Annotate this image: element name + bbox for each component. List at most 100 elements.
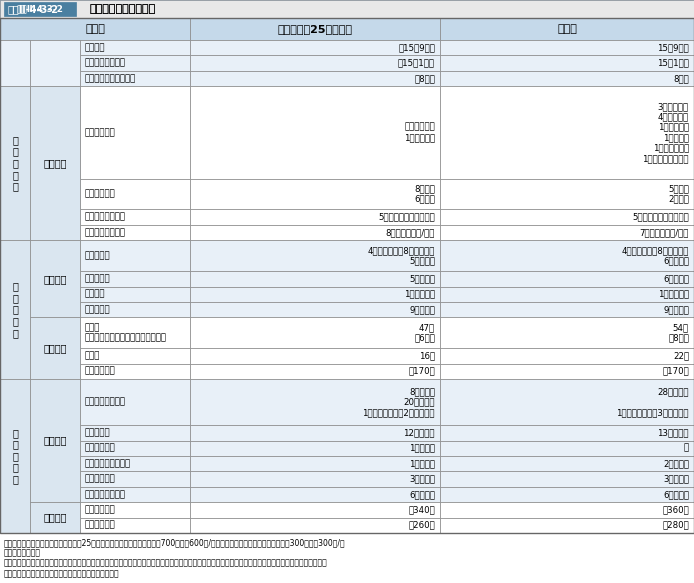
Bar	[190, 225, 440, 240]
Text: 地対艦誘導弾部隊: 地対艦誘導弾部隊	[85, 213, 126, 222]
Bar	[80, 425, 190, 441]
Bar	[440, 18, 694, 40]
Text: 1個掃海隊群: 1個掃海隊群	[404, 290, 435, 298]
Text: 4個護衛隊群（8個護衛隊）
6個護衛隊: 4個護衛隊群（8個護衛隊） 6個護衛隊	[622, 246, 689, 265]
Bar	[0, 18, 190, 40]
Bar	[190, 456, 440, 472]
Bar	[4, 2, 76, 16]
Text: 約360機: 約360機	[662, 505, 689, 514]
Bar	[190, 178, 440, 209]
Bar	[440, 456, 694, 472]
Bar	[190, 286, 440, 302]
Text: 将　来: 将 来	[557, 24, 577, 34]
Bar	[80, 518, 190, 533]
Bar	[80, 55, 190, 71]
Bar	[80, 487, 190, 502]
Bar	[80, 225, 190, 240]
Text: 約15万9千人: 約15万9千人	[398, 43, 435, 52]
Bar	[80, 286, 190, 302]
Bar	[80, 271, 190, 286]
Bar	[0, 86, 30, 240]
Bar	[190, 317, 440, 348]
Text: 9個航空隊: 9個航空隊	[409, 305, 435, 314]
Text: 約170機: 約170機	[408, 367, 435, 375]
Text: 1個掃海隊群: 1個掃海隊群	[658, 290, 689, 298]
Text: 12個飛行隊: 12個飛行隊	[403, 429, 435, 437]
Text: 13個飛行隊: 13個飛行隊	[657, 429, 689, 437]
Text: 潜水艦部隊: 潜水艦部隊	[85, 274, 110, 283]
Bar	[30, 40, 80, 86]
Bar	[0, 18, 694, 533]
Bar	[190, 18, 440, 40]
Text: 航空警戒管制部隊: 航空警戒管制部隊	[85, 398, 126, 406]
Bar	[190, 441, 440, 456]
Bar	[0, 0, 694, 18]
Text: 即応予備自衛官員数: 即応予備自衛官員数	[85, 74, 136, 83]
Bar	[190, 209, 440, 225]
Text: 1個飛行隊: 1個飛行隊	[409, 459, 435, 468]
Text: 地対空誘導弾部隊: 地対空誘導弾部隊	[85, 490, 126, 499]
Bar	[80, 86, 190, 178]
Text: 5個潜水隊: 5個潜水隊	[409, 274, 435, 283]
Bar	[190, 55, 440, 71]
Bar	[440, 240, 694, 271]
Text: 戦闘機部隊: 戦闘機部隊	[85, 429, 110, 437]
Text: 図表Ⅱ-4-3-2: 図表Ⅱ-4-3-2	[17, 5, 63, 13]
Text: 主要装備: 主要装備	[43, 343, 67, 353]
Bar	[440, 178, 694, 209]
Text: 15万9千人: 15万9千人	[657, 43, 689, 52]
Bar	[80, 502, 190, 518]
Bar	[190, 71, 440, 86]
Text: 15万1千人: 15万1千人	[657, 59, 689, 68]
Text: 主要装備: 主要装備	[43, 512, 67, 522]
Bar	[0, 379, 30, 533]
Text: 4個護衛隊群（8個護衛隊）
5個護衛隊: 4個護衛隊群（8個護衛隊） 5個護衛隊	[368, 246, 435, 265]
Text: 3個飛行隊: 3個飛行隊	[409, 475, 435, 483]
Bar	[4, 2, 76, 16]
Text: 6個潜水隊: 6個潜水隊	[663, 274, 689, 283]
Bar	[80, 240, 190, 271]
Text: 航空輸送部隊: 航空輸送部隊	[85, 475, 116, 483]
Bar	[80, 441, 190, 456]
Text: 作戦用航空機: 作戦用航空機	[85, 505, 116, 514]
Bar	[190, 379, 440, 425]
Bar	[190, 348, 440, 364]
Bar	[440, 379, 694, 425]
Text: 護衛艦部隊: 護衛艦部隊	[85, 251, 110, 260]
Text: 地対空誘導弾部隊: 地対空誘導弾部隊	[85, 228, 126, 237]
Bar	[0, 240, 30, 379]
Bar	[440, 472, 694, 487]
Text: 陸
上
自
衛
隊: 陸 上 自 衛 隊	[12, 135, 18, 191]
Text: 約170機: 約170機	[662, 367, 689, 375]
Text: 9個航空隊: 9個航空隊	[663, 305, 689, 314]
Text: 約280機: 約280機	[662, 521, 689, 530]
Bar	[80, 209, 190, 225]
Text: 約15万1千人: 約15万1千人	[398, 59, 435, 68]
Bar	[80, 456, 190, 472]
Bar	[440, 317, 694, 348]
Bar	[440, 364, 694, 379]
Text: 掃海部隊: 掃海部隊	[85, 290, 105, 298]
Text: 5個地対艦ミサイル連隊: 5個地対艦ミサイル連隊	[378, 213, 435, 222]
Text: 常備自衛官定員: 常備自衛官定員	[85, 59, 126, 68]
Bar	[190, 472, 440, 487]
Bar	[440, 425, 694, 441]
Bar	[80, 71, 190, 86]
Text: 6個高射群: 6個高射群	[409, 490, 435, 499]
Bar	[440, 348, 694, 364]
Text: 2個飛行隊: 2個飛行隊	[663, 459, 689, 468]
Text: 作戦用航空機: 作戦用航空機	[85, 367, 116, 375]
Text: 約260機: 約260機	[408, 521, 435, 530]
Text: 8千人: 8千人	[673, 74, 689, 83]
Bar	[80, 302, 190, 317]
Text: 哨戒機部隊: 哨戒機部隊	[85, 305, 110, 314]
Bar	[190, 425, 440, 441]
Bar	[440, 40, 694, 55]
Bar	[80, 317, 190, 348]
Bar	[0, 0, 694, 18]
Bar	[80, 40, 190, 55]
Text: 22隻: 22隻	[673, 352, 689, 360]
Text: 機動運用部隊: 機動運用部隊	[85, 128, 116, 137]
Bar	[190, 271, 440, 286]
Text: 編成定数: 編成定数	[85, 43, 105, 52]
